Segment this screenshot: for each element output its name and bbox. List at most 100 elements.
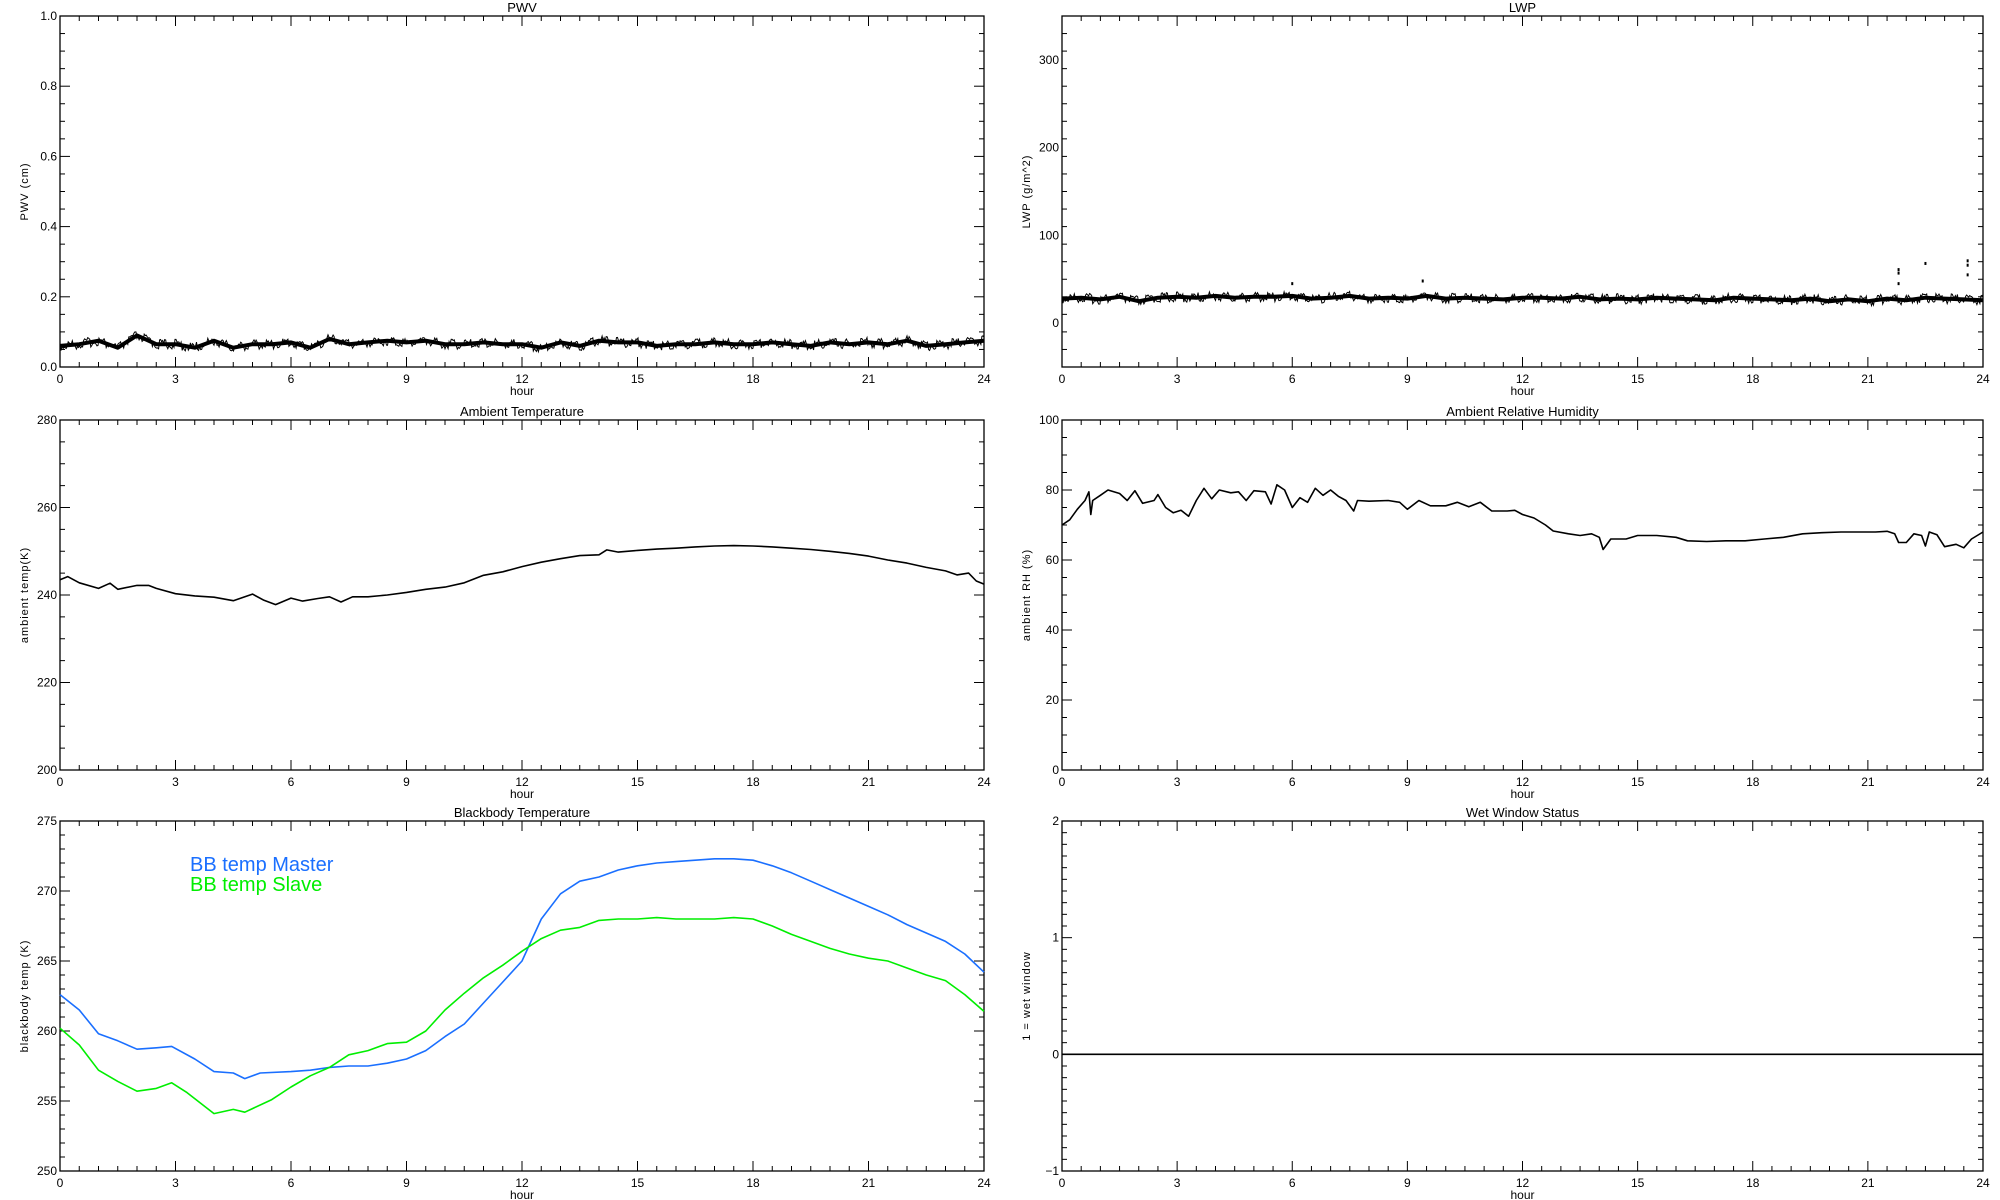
x-tick-label: 21: [1861, 372, 1875, 386]
y-axis-label: LWP (g/m^2): [1021, 155, 1033, 229]
plot-frame: [1061, 419, 1984, 771]
x-axis-label: hour: [510, 1188, 534, 1200]
x-tick-label: 24: [977, 372, 991, 386]
y-tick-label: 60: [1046, 553, 1060, 567]
chart-panel-2: Ambient Temperature 0 3 6 9 12 15 18 21 24 hour 200…: [19, 404, 991, 801]
plot-frame: [1061, 15, 1984, 368]
x-tick-label: 12: [515, 1176, 529, 1190]
series-line-0: [59, 333, 985, 350]
x-tick-label: 18: [1746, 372, 1760, 386]
x-tick-label: 3: [172, 1176, 179, 1190]
x-tick-label: 3: [172, 775, 179, 789]
chart-title: Ambient Relative Humidity: [1446, 404, 1599, 419]
y-tick-label: 0.2: [40, 290, 57, 304]
x-tick-label: 6: [1289, 372, 1296, 386]
x-tick-label: 18: [746, 372, 760, 386]
x-axis-label: hour: [510, 787, 534, 801]
x-axis-label: hour: [1510, 1188, 1534, 1200]
x-tick-label: 9: [403, 775, 410, 789]
x-tick-label: 21: [862, 1176, 876, 1190]
series-line-1: [59, 916, 985, 1115]
x-tick-label: 24: [1976, 1176, 1990, 1190]
series-noise-0: [59, 331, 985, 354]
y-tick-label: 280: [37, 413, 57, 427]
data-point: [1291, 282, 1294, 286]
y-tick-label: 100: [1039, 228, 1059, 242]
chart-panel-0: PWV 0 3 6 9 12 15 18 21 24 hour 0.0 0.2 0.4 0.6 0.8 1.0 P…: [19, 0, 991, 398]
y-tick-label: 80: [1046, 483, 1060, 497]
x-tick-label: 6: [1289, 775, 1296, 789]
y-tick-label: 100: [1039, 413, 1059, 427]
series-line-0: [59, 544, 985, 606]
data-point: [1924, 261, 1927, 265]
x-tick-label: 9: [403, 372, 410, 386]
y-tick-label: 0.4: [40, 220, 57, 234]
data-point: [1966, 263, 1969, 267]
x-tick-label: 15: [631, 1176, 645, 1190]
x-tick-label: 6: [288, 1176, 295, 1190]
y-tick-label: 1.0: [40, 9, 57, 23]
y-tick-label: −1: [1045, 1164, 1059, 1178]
chart-title: PWV: [507, 0, 537, 15]
data-point: [1897, 268, 1900, 272]
x-tick-label: 0: [57, 775, 64, 789]
x-tick-label: 12: [515, 372, 529, 386]
x-tick-label: 15: [631, 775, 645, 789]
x-axis-label: hour: [510, 384, 534, 398]
y-tick-label: 270: [37, 884, 57, 898]
x-tick-label: 15: [1631, 372, 1645, 386]
y-axis-label: ambient temp(K): [19, 547, 31, 643]
series-line-0: [1061, 293, 1984, 304]
x-tick-label: 24: [977, 1176, 991, 1190]
x-tick-label: 21: [1861, 1176, 1875, 1190]
x-tick-label: 15: [631, 372, 645, 386]
x-tick-label: 3: [1174, 775, 1181, 789]
plot-frame: [59, 15, 985, 368]
y-tick-label: 200: [1039, 141, 1059, 155]
y-tick-label: 1: [1052, 931, 1059, 945]
plot-frame: [59, 419, 985, 771]
y-tick-label: 0: [1052, 763, 1059, 777]
x-tick-label: 3: [1174, 1176, 1181, 1190]
legend-entry: BB temp Slave: [190, 874, 322, 896]
y-tick-label: 0.8: [40, 79, 57, 93]
chart-title: LWP: [1509, 0, 1536, 15]
chart-panel-1: LWP 0 3 6 9 12 15 18 21 24 hour 0 100 200 300 LWP (g/m^…: [1021, 0, 1990, 398]
series-line-0: [1061, 483, 1984, 551]
data-point: [1966, 273, 1969, 277]
x-tick-label: 6: [288, 372, 295, 386]
y-tick-label: 260: [37, 501, 57, 515]
x-tick-label: 9: [1404, 1176, 1411, 1190]
x-tick-label: 18: [1746, 1176, 1760, 1190]
x-tick-label: 6: [1289, 1176, 1296, 1190]
y-axis-label: 1 = wet window: [1021, 951, 1033, 1041]
y-axis-label: PWV (cm): [19, 162, 31, 220]
y-tick-label: 0: [1052, 316, 1059, 330]
x-tick-label: 3: [172, 372, 179, 386]
x-tick-label: 12: [1516, 1176, 1530, 1190]
x-tick-label: 9: [1404, 775, 1411, 789]
x-tick-label: 24: [1976, 372, 1990, 386]
x-tick-label: 21: [862, 775, 876, 789]
x-tick-label: 3: [1174, 372, 1181, 386]
x-axis-label: hour: [1510, 787, 1534, 801]
x-tick-label: 21: [862, 372, 876, 386]
x-tick-label: 12: [515, 775, 529, 789]
plot-frame: [1061, 820, 1984, 1172]
y-axis-label: ambient RH (%): [1021, 549, 1033, 641]
y-tick-label: 0: [1052, 1047, 1059, 1061]
x-tick-label: 12: [1516, 372, 1530, 386]
y-tick-label: 275: [37, 814, 57, 828]
y-tick-label: 240: [37, 588, 57, 602]
y-tick-label: 20: [1046, 693, 1060, 707]
x-tick-label: 15: [1631, 775, 1645, 789]
y-tick-label: 300: [1039, 53, 1059, 67]
chart-title: Ambient Temperature: [460, 404, 584, 419]
x-axis-label: hour: [1510, 384, 1534, 398]
data-point: [1421, 279, 1424, 283]
x-tick-label: 15: [1631, 1176, 1645, 1190]
x-tick-label: 24: [977, 775, 991, 789]
x-tick-label: 0: [1059, 1176, 1066, 1190]
